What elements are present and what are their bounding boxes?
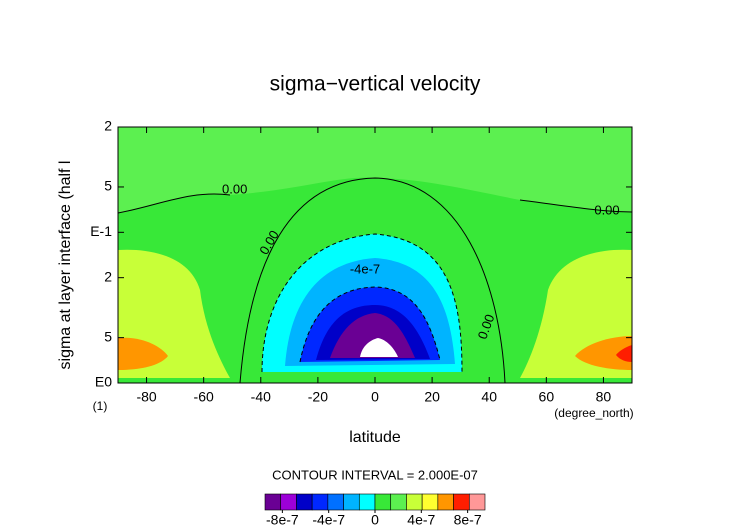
contour-label: 0.00: [594, 202, 619, 217]
y-unit: (1): [93, 399, 108, 413]
y-axis-label: sigma at layer interface (half l: [57, 161, 74, 370]
y-tick-label: E0: [95, 374, 112, 390]
contour-field: [118, 127, 632, 383]
y-tick-label: 2: [104, 118, 112, 134]
y-tick-label: 2: [104, 268, 112, 284]
colorbar-swatch: [264, 493, 282, 511]
region: [118, 337, 168, 370]
colorbar-swatch: [390, 493, 407, 511]
colorbar-swatch: [437, 493, 454, 511]
contour-label: 0.00: [222, 181, 247, 196]
colorbar-swatch: [343, 493, 360, 511]
colorbar-swatch: [406, 493, 423, 511]
x-axis-label: latitude: [349, 429, 401, 446]
chart-title: sigma−vertical velocity: [270, 73, 481, 96]
colorbar-swatch: [421, 493, 439, 511]
region: [616, 345, 632, 362]
region: [118, 127, 632, 213]
colorbar-swatch: [453, 493, 470, 511]
x-tick-label: 60: [539, 389, 555, 405]
x-unit: (degree_north): [554, 406, 633, 420]
x-tick-label: -80: [136, 389, 156, 405]
contour-interval: CONTOUR INTERVAL = 2.000E-07: [272, 467, 478, 482]
contour-line: [118, 193, 231, 214]
contour-line: [239, 177, 506, 383]
x-tick-label: -60: [194, 389, 214, 405]
colorbar-swatch: [374, 493, 392, 511]
contour-label: -4e-7: [350, 261, 380, 276]
x-tick-label: 40: [481, 389, 497, 405]
colorbar-tick-label: -4e-7: [312, 512, 345, 528]
x-tick-label: 20: [424, 389, 440, 405]
region: [360, 338, 398, 357]
x-tick-label: 0: [371, 389, 379, 405]
y-tick-label: 5: [104, 178, 112, 194]
region: [575, 336, 632, 370]
contour-line: [299, 286, 441, 363]
contour-line: [519, 199, 632, 213]
x-tick-label: -20: [308, 389, 328, 405]
colorbar-tick-label: 0: [371, 512, 379, 528]
colorbar-swatch: [296, 493, 313, 511]
y-tick-label: 5: [104, 328, 112, 344]
colorbar-swatch: [468, 493, 486, 511]
colorbar-swatch: [311, 493, 329, 511]
x-tick-label: 80: [596, 389, 612, 405]
colorbar-tick-label: 4e-7: [407, 512, 435, 528]
colorbar-tick-label: -8e-7: [266, 512, 299, 528]
colorbar-swatch: [280, 493, 297, 511]
colorbar-swatch: [358, 493, 376, 511]
colorbar-swatch: [327, 493, 344, 511]
region: [330, 313, 415, 358]
contour-line: [261, 233, 463, 373]
y-tick-label: E-1: [90, 223, 112, 239]
x-tick-label: -40: [251, 389, 271, 405]
colorbar-tick-label: 8e-7: [454, 512, 482, 528]
